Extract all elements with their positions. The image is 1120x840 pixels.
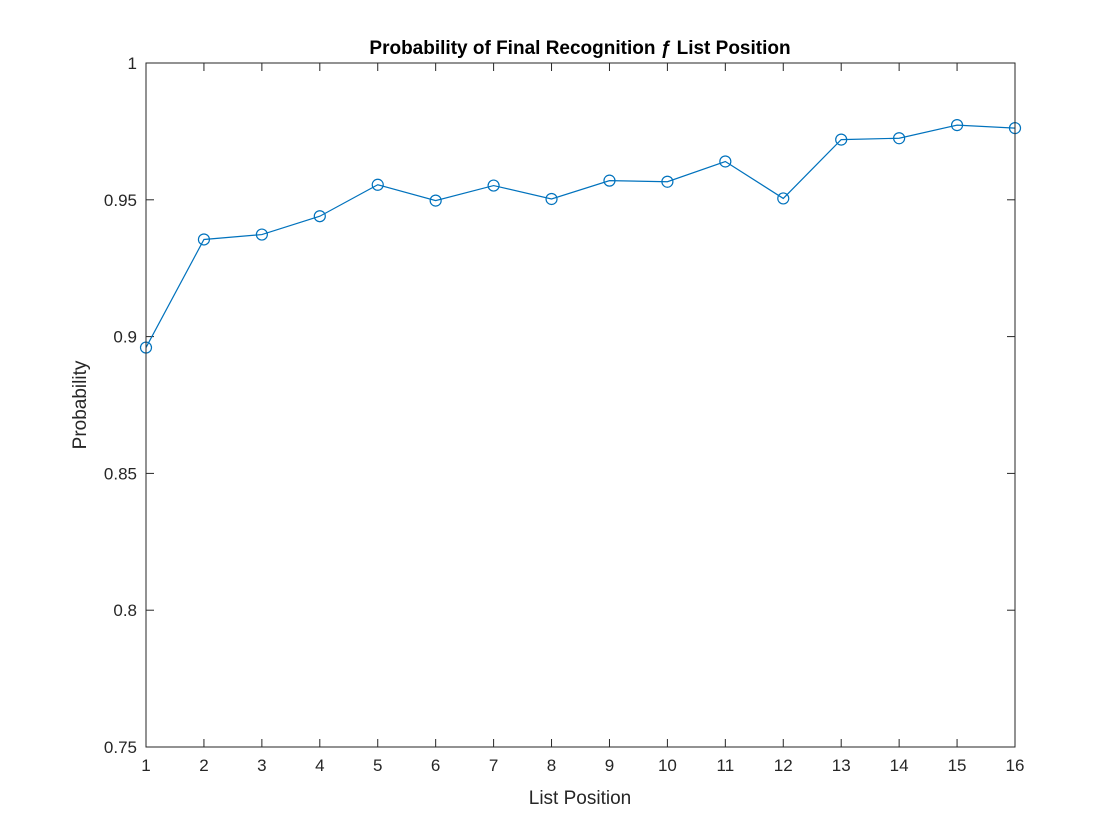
data-point [255,228,268,241]
x-tick-label: 16 [1006,756,1025,775]
x-tick-label: 13 [832,756,851,775]
chart-title: Probability of Final Recognition ƒ List … [369,38,790,59]
y-tick-label: 0.85 [104,464,137,483]
x-tick-label: 12 [774,756,793,775]
data-point [661,175,674,188]
plot-background [146,63,1015,747]
y-tick-label: 0.9 [113,328,137,347]
data-point [835,133,848,146]
x-tick-labels: 1 2 3 4 5 6 7 8 9 10 11 12 13 14 15 16 [141,756,1024,775]
x-tick-label: 15 [948,756,967,775]
data-point [777,192,790,205]
y-axis-title: Probability [70,360,91,449]
x-axis-title: List Position [529,788,631,809]
data-point [487,179,500,192]
data-point [603,174,616,187]
x-tick-label: 7 [489,756,498,775]
y-tick-label: 0.75 [104,738,137,757]
data-point [197,233,211,246]
x-tick-label: 4 [315,756,324,775]
x-tick-label: 11 [717,756,735,775]
series-line [145,124,1016,348]
x-tick-label: 6 [431,756,440,775]
x-tick-label: 5 [373,756,382,775]
x-tick-label: 1 [141,756,150,775]
plot-frame [145,62,1016,748]
data-point [313,210,326,223]
y-tick-label: 0.95 [104,191,137,210]
y-tick-labels: 0.75 0.8 0.85 0.9 0.95 1 [104,54,137,757]
data-point [371,178,384,191]
data-point [545,192,558,206]
x-tick-label: 9 [605,756,614,775]
data-point [719,155,732,168]
data-point [429,194,442,207]
data-point [893,132,906,145]
y-tick-label: 1 [128,54,137,73]
y-tick-label: 0.8 [113,601,137,620]
x-tick-label: 10 [658,756,677,775]
x-tick-label: 14 [890,756,909,775]
x-tick-label: 2 [199,756,208,775]
x-tick-label: 3 [257,756,266,775]
data-point [950,119,964,132]
axis-ticks [145,62,1016,748]
x-tick-label: 8 [547,756,556,775]
